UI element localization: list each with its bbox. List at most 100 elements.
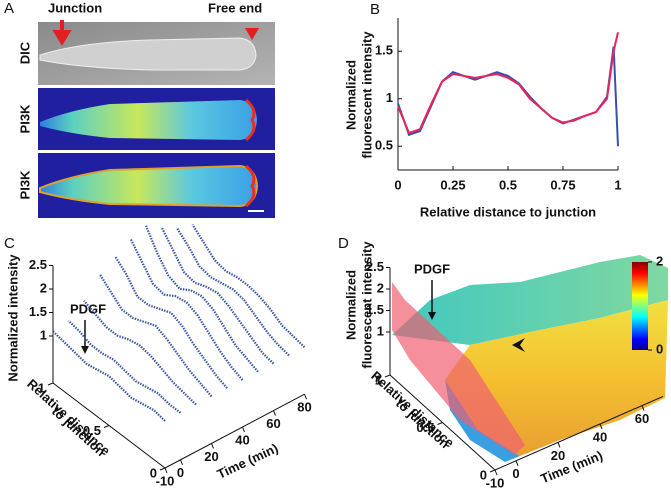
z-axis-label: fluorescent intensity — [359, 241, 374, 369]
x-tick-label: 0.75 — [550, 177, 575, 192]
free-end-marker — [245, 28, 259, 40]
z-tick-label: 1 — [377, 323, 384, 338]
tick — [159, 467, 166, 471]
x-tick-label: 40 — [593, 429, 607, 444]
tick — [384, 374, 391, 378]
x-tick-label: 0.5 — [499, 177, 517, 192]
arrowhead — [512, 338, 525, 352]
trace — [129, 238, 244, 381]
trace — [98, 273, 213, 398]
tick — [47, 382, 54, 386]
tick — [557, 442, 561, 448]
z-tick-label: 2 — [377, 280, 384, 295]
colorbar — [632, 262, 648, 350]
y-tick-label: 0.5 — [416, 420, 434, 435]
tick — [489, 469, 496, 473]
trace — [191, 224, 306, 348]
y-axis-label: fluorescent intensity — [359, 31, 374, 159]
surface — [392, 255, 668, 462]
surface-back — [392, 255, 668, 345]
panel-label: A — [4, 0, 14, 17]
trace — [114, 255, 228, 389]
x-tick-label: 0.25 — [440, 177, 465, 192]
free-end-label: Free end — [208, 0, 262, 15]
x-tick-label: 0 — [177, 465, 184, 480]
z-tick-label: 2 — [40, 280, 47, 295]
panel-a: A Junction Free end DIC PI3K PI3K — [4, 0, 275, 218]
panel-label: B — [370, 1, 380, 18]
colorbar-tick-label: 2 — [656, 253, 663, 268]
z-tick-label: 1.5 — [366, 302, 384, 317]
trace — [67, 319, 182, 414]
y-tick-label: 0.5 — [83, 423, 101, 438]
x-tick-label: 20 — [204, 449, 218, 464]
y-tick-label: 1 — [375, 372, 382, 387]
y-axis-label: Normalized — [343, 60, 358, 130]
x-tick-label: 20 — [551, 448, 565, 463]
trace — [144, 225, 259, 373]
axis — [164, 393, 305, 469]
junction-label: Junction — [48, 0, 102, 15]
y-tick-label: 1 — [38, 380, 45, 395]
annotation: PDGF — [414, 261, 450, 276]
trace — [176, 227, 290, 357]
z-tick-label: 2.5 — [366, 259, 384, 274]
line — [397, 46, 619, 147]
annotation-arrow — [81, 346, 89, 354]
x-tick-label: 1 — [614, 177, 621, 192]
surface-edge — [445, 380, 520, 462]
x-tick-label: 40 — [235, 432, 249, 447]
tick — [103, 425, 110, 428]
y-tick-label: 0.5 — [375, 138, 393, 153]
tick — [304, 394, 307, 400]
y-tick-label: 1.5 — [375, 43, 393, 58]
x-tick-label: 80 — [297, 400, 311, 415]
annotation: PDGF — [70, 301, 106, 316]
edge-signal — [245, 98, 256, 142]
y-tick-label: 1 — [386, 90, 393, 105]
panel-label: D — [338, 235, 349, 252]
z-tick-label: 1.5 — [29, 304, 47, 319]
z-axis-label: Normalized — [343, 270, 358, 340]
cell-signal — [40, 100, 257, 140]
x-tick-label: 0 — [394, 177, 401, 192]
pdgf-plane — [392, 282, 525, 455]
cell-outline — [39, 37, 257, 71]
tick — [599, 423, 603, 430]
row-label: PI3K — [17, 170, 32, 200]
y-tick-label: 0 — [480, 467, 487, 482]
x-axis-label: Time (min) — [538, 448, 604, 486]
tick — [164, 467, 168, 474]
x-tick-label: -10 — [156, 473, 175, 488]
row-label: DIC — [17, 41, 32, 64]
x-tick-label: 0 — [512, 466, 519, 481]
z-tick-label: 1 — [40, 327, 47, 342]
tick — [494, 469, 498, 476]
colorbar-tick-label: 0 — [656, 341, 663, 356]
tick — [180, 459, 183, 465]
line — [397, 32, 619, 135]
panel-label: C — [4, 235, 15, 252]
tick — [641, 405, 645, 411]
tick — [211, 443, 214, 449]
x-tick-label: 60 — [635, 411, 649, 426]
trace — [160, 226, 275, 365]
tick — [515, 460, 519, 466]
tick — [242, 426, 245, 433]
tick — [437, 422, 443, 425]
x-tick-label: -10 — [486, 475, 505, 490]
x-tick-label: 60 — [266, 416, 280, 431]
junction-arrow — [52, 20, 72, 46]
tick — [273, 410, 276, 416]
annotation-arrow — [428, 312, 436, 320]
z-tick-label: 2.5 — [29, 257, 47, 272]
trace — [83, 300, 197, 406]
z-axis-label: Normalized intensity — [5, 254, 20, 382]
axis — [494, 395, 664, 471]
edge-signal — [245, 164, 256, 208]
y-tick-label: 0 — [150, 465, 157, 480]
cell-signal — [39, 164, 259, 208]
x-axis-label: Relative distance to junction — [420, 204, 596, 219]
row-label: PI3K — [17, 104, 32, 134]
